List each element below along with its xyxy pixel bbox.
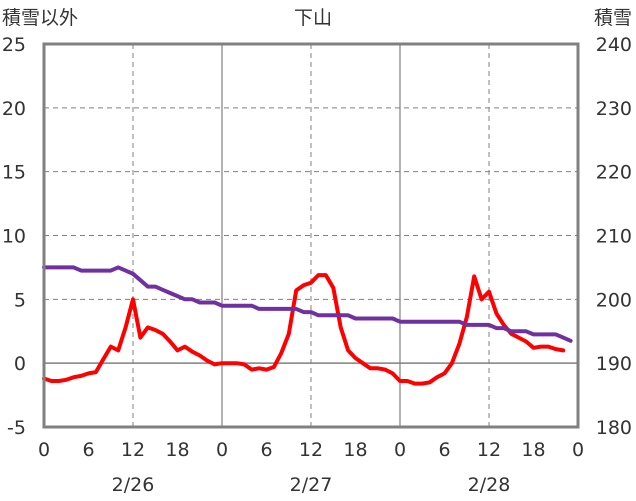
x-tick-label: 0 (216, 439, 228, 461)
y-tick-left-label: 15 (2, 162, 26, 184)
x-tick-label: 6 (260, 439, 272, 461)
x-tick-label: 18 (343, 439, 367, 461)
series-line-right-axis (42, 265, 573, 343)
y-ticks-right: 240 230 220 210 200 190 180 (596, 34, 632, 439)
series-line-left-axis (42, 273, 566, 386)
y-tick-right-label: 240 (596, 34, 632, 56)
y-tick-right-label: 210 (596, 226, 632, 248)
chart-title: 下山 (294, 7, 332, 29)
y-axis-left-label: 積雪以外 (2, 7, 78, 29)
day-label: 2/26 (112, 474, 155, 496)
y-tick-left-label: 20 (2, 98, 26, 120)
x-tick-label: 0 (572, 439, 584, 461)
y-axis-right-label: 積雪 (594, 7, 632, 29)
y-tick-left-label: 25 (2, 34, 26, 56)
y-ticks-left: 25 20 15 10 5 0 -5 (2, 34, 26, 439)
x-tick-label: 18 (165, 439, 189, 461)
x-tick-label: 0 (394, 439, 406, 461)
x-tick-label: 6 (82, 439, 94, 461)
y-tick-right-label: 190 (596, 353, 632, 375)
x-tick-label: 12 (477, 439, 501, 461)
day-label: 2/27 (290, 474, 333, 496)
day-labels: 2/26 2/27 2/28 (112, 474, 511, 496)
y-tick-right-label: 200 (596, 289, 632, 311)
y-tick-left-label: 10 (2, 226, 26, 248)
x-tick-label: 12 (299, 439, 323, 461)
x-ticks: 0 6 12 18 0 6 12 18 0 6 12 18 0 (38, 439, 584, 461)
grid (44, 44, 578, 427)
x-tick-label: 6 (438, 439, 450, 461)
plot-frame (42, 42, 580, 429)
day-label: 2/28 (468, 474, 511, 496)
series-layer (42, 265, 573, 386)
x-tick-label: 12 (121, 439, 145, 461)
y-tick-left-label: 0 (14, 353, 26, 375)
y-tick-left-label: 5 (14, 289, 26, 311)
y-tick-left-label: -5 (7, 417, 26, 439)
x-tick-label: 0 (38, 439, 50, 461)
y-tick-right-label: 180 (596, 417, 632, 439)
y-tick-right-label: 220 (596, 162, 632, 184)
x-tick-label: 18 (521, 439, 545, 461)
y-tick-right-label: 230 (596, 98, 632, 120)
